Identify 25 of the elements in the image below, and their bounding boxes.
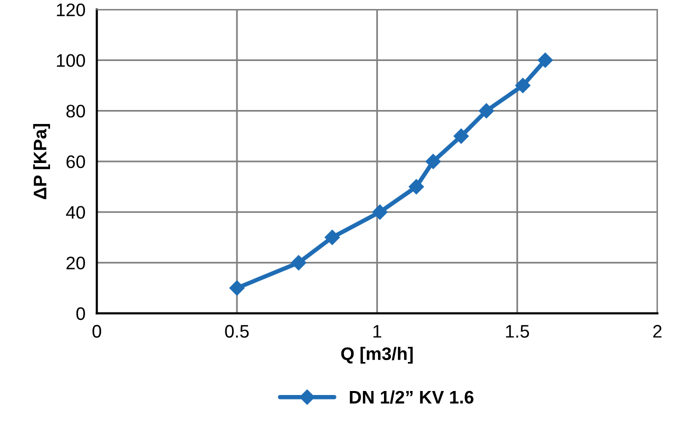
point (408, 179, 424, 194)
point (324, 230, 340, 245)
y-tick-label: 80 (66, 104, 85, 118)
x-tick-label: 1.5 (506, 325, 530, 338)
point (454, 128, 469, 144)
x-tick-label: 0.5 (225, 324, 249, 338)
y-tick-label: 0 (76, 307, 85, 320)
point (426, 154, 441, 170)
y-tick-label: 20 (66, 256, 85, 270)
point (538, 52, 553, 68)
point (515, 78, 530, 94)
point (229, 280, 245, 296)
legend-label: DN 1/2” KV 1.6 (350, 390, 474, 404)
y-tick-label: 100 (56, 54, 85, 67)
point (291, 255, 306, 270)
point (478, 103, 494, 118)
x-tick-label: 2 (653, 324, 662, 338)
y-tick-label: 40 (66, 206, 85, 219)
x-tick-label: 1 (373, 325, 382, 338)
y-axis-title: ΔP [KPa] (33, 124, 50, 200)
x-axis-title: Q [m3/h] (341, 346, 413, 364)
point (372, 204, 388, 220)
x-tick-label: 0 (92, 324, 102, 338)
y-tick-label: 60 (66, 155, 85, 168)
y-tick-label: 120 (56, 3, 85, 16)
